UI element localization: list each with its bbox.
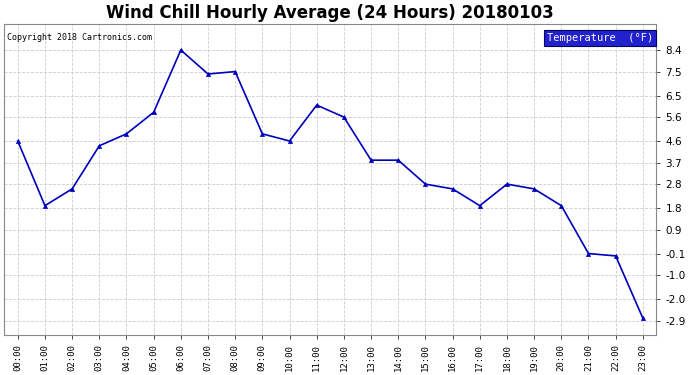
Text: Temperature  (°F): Temperature (°F) (547, 33, 653, 43)
Title: Wind Chill Hourly Average (24 Hours) 20180103: Wind Chill Hourly Average (24 Hours) 201… (106, 4, 554, 22)
Text: Copyright 2018 Cartronics.com: Copyright 2018 Cartronics.com (8, 33, 152, 42)
